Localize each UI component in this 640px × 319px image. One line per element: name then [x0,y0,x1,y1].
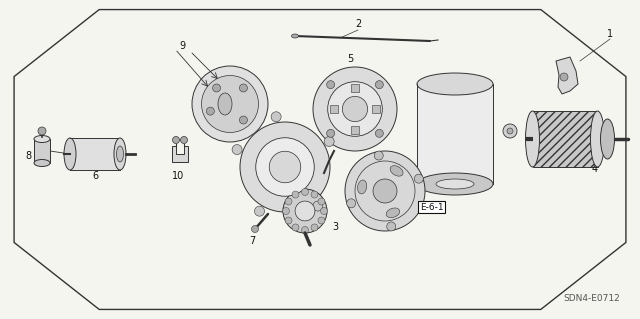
Circle shape [282,207,289,214]
Bar [417,84,493,184]
Circle shape [285,198,292,205]
Circle shape [374,151,383,160]
Circle shape [387,222,396,231]
Ellipse shape [436,179,474,189]
Circle shape [283,189,327,233]
Circle shape [560,73,568,81]
Bar [372,105,380,113]
Circle shape [301,226,308,234]
Bar [70,138,120,170]
Ellipse shape [218,93,232,115]
Ellipse shape [525,111,540,167]
Circle shape [292,224,299,231]
Ellipse shape [64,138,76,170]
Circle shape [507,128,513,134]
Bar [532,111,598,167]
Circle shape [239,84,248,92]
Circle shape [38,127,46,135]
Circle shape [311,191,318,198]
Text: 5: 5 [347,54,353,64]
Circle shape [206,107,214,115]
Circle shape [414,174,423,183]
Circle shape [321,207,328,214]
Circle shape [292,191,299,198]
Polygon shape [172,146,188,162]
Circle shape [212,84,221,92]
Bar [330,105,338,113]
Text: 6: 6 [92,171,98,181]
Bar [351,84,359,92]
Circle shape [345,151,425,231]
Circle shape [192,66,268,142]
Circle shape [301,189,308,196]
Ellipse shape [386,208,400,218]
Circle shape [318,198,325,205]
Circle shape [326,81,335,89]
Circle shape [256,138,314,196]
Circle shape [252,226,259,233]
Circle shape [269,151,301,183]
Circle shape [313,67,397,151]
Ellipse shape [417,73,493,95]
Text: 8: 8 [25,151,31,161]
Circle shape [328,82,382,136]
Bar [351,126,359,134]
Text: 1: 1 [607,29,613,39]
Circle shape [311,224,318,231]
Circle shape [180,137,188,144]
Ellipse shape [34,136,50,143]
Ellipse shape [600,119,614,159]
Text: 9: 9 [179,41,185,51]
Circle shape [326,129,335,137]
Circle shape [240,122,330,212]
Text: E-6-1: E-6-1 [420,203,444,211]
Circle shape [202,76,259,132]
Ellipse shape [417,173,493,195]
Ellipse shape [34,160,50,167]
Circle shape [324,137,334,146]
Ellipse shape [116,146,124,162]
Circle shape [503,124,517,138]
Circle shape [347,199,356,208]
Circle shape [271,112,281,122]
Ellipse shape [358,180,367,194]
Circle shape [232,145,242,155]
Text: 10: 10 [172,171,184,181]
Text: 2: 2 [355,19,361,29]
Circle shape [285,217,292,224]
Circle shape [318,217,325,224]
Circle shape [295,201,315,221]
Ellipse shape [591,111,605,167]
Circle shape [342,96,367,122]
Circle shape [375,81,383,89]
Bar [34,139,50,163]
Ellipse shape [291,34,298,38]
Circle shape [313,201,323,211]
Circle shape [373,179,397,203]
Text: 3: 3 [332,222,338,232]
Polygon shape [556,57,578,94]
Text: 4: 4 [592,164,598,174]
Circle shape [255,206,264,216]
Circle shape [375,129,383,137]
Text: 7: 7 [249,236,255,246]
Text: SDN4-E0712: SDN4-E0712 [563,294,620,303]
Ellipse shape [114,138,126,170]
Circle shape [173,137,179,144]
Ellipse shape [390,166,403,176]
Circle shape [239,116,248,124]
